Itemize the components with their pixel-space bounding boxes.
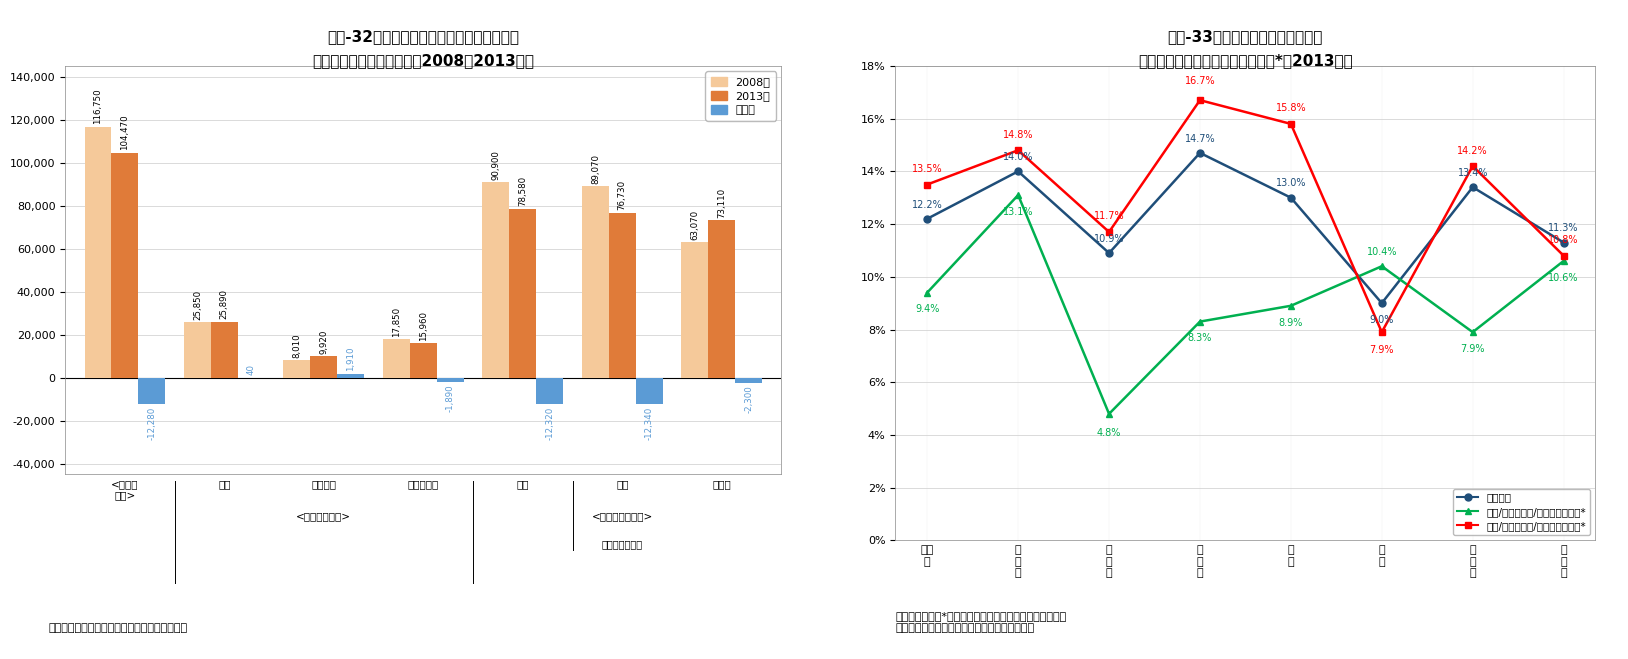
- Bar: [85, 127, 111, 378]
- Bar: [337, 374, 365, 378]
- Bar: [311, 357, 337, 378]
- Bar: [111, 153, 138, 378]
- Text: 7.9%: 7.9%: [1369, 345, 1394, 355]
- Text: 14.7%: 14.7%: [1185, 134, 1214, 144]
- Bar: [581, 186, 609, 378]
- Text: 13.1%: 13.1%: [1003, 207, 1034, 217]
- Text: 非木造: 非木造: [713, 479, 731, 489]
- Text: 8.9%: 8.9%: [1278, 318, 1302, 328]
- Text: 13.4%: 13.4%: [1457, 168, 1488, 178]
- Text: 12.2%: 12.2%: [912, 200, 943, 210]
- Bar: [410, 343, 436, 378]
- Text: 14.8%: 14.8%: [1003, 130, 1034, 140]
- Text: 76,730: 76,730: [617, 180, 627, 210]
- Text: 16.7%: 16.7%: [1185, 76, 1214, 86]
- Text: 11.7%: 11.7%: [1094, 212, 1125, 221]
- Text: -1,890: -1,890: [446, 384, 454, 412]
- Text: 14.0%: 14.0%: [1003, 152, 1034, 162]
- Text: 14.2%: 14.2%: [1457, 146, 1488, 156]
- Bar: [482, 183, 510, 378]
- Text: 73,110: 73,110: [718, 188, 726, 218]
- Text: 116,750: 116,750: [93, 88, 103, 124]
- Text: 8.3%: 8.3%: [1188, 333, 1213, 343]
- Text: 9,920: 9,920: [319, 330, 329, 354]
- Text: 13.5%: 13.5%: [912, 164, 943, 174]
- Text: 15,960: 15,960: [418, 311, 428, 341]
- Text: 一戸建て: 一戸建て: [311, 479, 337, 489]
- Text: 25,890: 25,890: [220, 289, 230, 320]
- Text: 89,070: 89,070: [591, 154, 599, 184]
- Legend: 2008年, 2013年, 増加数: 2008年, 2013年, 増加数: [705, 71, 777, 121]
- Text: <持家系空家数>: <持家系空家数>: [296, 511, 352, 521]
- Text: 10.4%: 10.4%: [1366, 247, 1397, 257]
- Bar: [682, 242, 708, 378]
- Text: 9.4%: 9.4%: [915, 304, 939, 314]
- Legend: 空き家率, 持家/共同住宅等/非木造空き家率*, 借家/共同住宅等/非木造空き家率*: 空き家率, 持家/共同住宅等/非木造空き家率*, 借家/共同住宅等/非木造空き家…: [1454, 488, 1591, 535]
- Text: 11.3%: 11.3%: [1548, 223, 1579, 233]
- Text: 9.0%: 9.0%: [1369, 315, 1394, 325]
- Text: 104,470: 104,470: [120, 115, 129, 150]
- Text: 所有関係別・建て方別の空き家率*（2013年）: 所有関係別・建て方別の空き家率*（2013年）: [1138, 53, 1353, 68]
- Text: 10.9%: 10.9%: [1094, 234, 1125, 244]
- Text: 図表-33：福岡市の区別にみた主な: 図表-33：福岡市の区別にみた主な: [1167, 30, 1324, 45]
- Text: -12,340: -12,340: [645, 407, 653, 440]
- Text: -2,300: -2,300: [744, 386, 754, 413]
- Text: 共同住宅等: 共同住宅等: [407, 479, 440, 489]
- Text: 40: 40: [247, 364, 256, 375]
- Bar: [138, 378, 164, 404]
- Text: 4.8%: 4.8%: [1097, 428, 1122, 438]
- Text: <空き家
総数>: <空き家 総数>: [111, 479, 138, 500]
- Text: 63,070: 63,070: [690, 210, 700, 239]
- Text: （出所）総務省統計局「住宅・土地統計調査」: （出所）総務省統計局「住宅・土地統計調査」: [49, 623, 187, 633]
- Text: -12,320: -12,320: [545, 407, 554, 440]
- Text: 25,850: 25,850: [194, 289, 202, 320]
- Bar: [184, 322, 212, 378]
- Text: 1,910: 1,910: [347, 347, 355, 371]
- Text: 総数: 総数: [218, 479, 231, 489]
- Bar: [536, 378, 563, 404]
- Text: 7.9%: 7.9%: [1460, 344, 1485, 354]
- Bar: [283, 360, 311, 378]
- Text: 90,900: 90,900: [492, 150, 500, 180]
- Bar: [212, 322, 238, 378]
- Text: 図表-32：福岡市の所有関係別・建て方別・: 図表-32：福岡市の所有関係別・建て方別・: [327, 30, 519, 45]
- Text: <賃貸用空き家数>: <賃貸用空き家数>: [591, 511, 653, 521]
- Bar: [609, 213, 635, 378]
- Text: ＜共同住宅等＞: ＜共同住宅等＞: [602, 539, 643, 549]
- Text: （注）空き家率*の計算については脚注５を参照のこと。
（出所）総務省統計局「住宅・土地統計調査」: （注）空き家率*の計算については脚注５を参照のこと。 （出所）総務省統計局「住宅…: [895, 611, 1066, 633]
- Text: 17,850: 17,850: [392, 306, 400, 337]
- Bar: [436, 378, 464, 382]
- Text: 総数: 総数: [516, 479, 529, 489]
- Text: 15.8%: 15.8%: [1276, 103, 1306, 113]
- Text: 8,010: 8,010: [293, 333, 301, 358]
- Bar: [510, 209, 536, 378]
- Bar: [708, 221, 736, 378]
- Text: 構造別空き家数・増加数（2008〜2013年）: 構造別空き家数・増加数（2008〜2013年）: [313, 53, 534, 68]
- Bar: [635, 378, 663, 404]
- Text: 13.0%: 13.0%: [1276, 179, 1306, 188]
- Text: 78,580: 78,580: [518, 176, 527, 206]
- Text: 木造: 木造: [615, 479, 628, 489]
- Text: -12,280: -12,280: [147, 407, 156, 440]
- Bar: [736, 378, 762, 383]
- Text: 10.8%: 10.8%: [1548, 235, 1579, 245]
- Bar: [383, 339, 410, 378]
- Text: 10.6%: 10.6%: [1548, 273, 1579, 283]
